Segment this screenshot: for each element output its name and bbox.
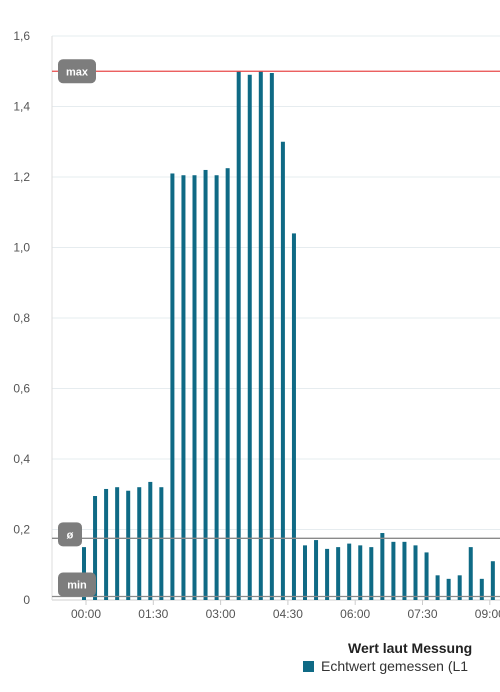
y-tick-label: 1,4 (13, 100, 30, 114)
bar (159, 487, 164, 600)
bar (457, 575, 462, 600)
bar (391, 541, 396, 600)
legend-item[interactable]: Echtwert gemessen (L1 (303, 658, 468, 674)
bar (258, 71, 263, 600)
bar (402, 541, 407, 600)
bar (203, 169, 208, 600)
y-tick-label: 0 (23, 593, 30, 607)
bar (170, 173, 175, 600)
y-tick-label: 0,4 (13, 452, 30, 466)
bar (225, 168, 230, 600)
x-tick-label: 06:00 (340, 607, 370, 621)
y-tick-label: 0,6 (13, 382, 30, 396)
bar (192, 175, 197, 601)
y-tick-label: 0,2 (13, 523, 30, 537)
y-axis-label: kWh (0, 306, 3, 330)
x-axis-ticks: 00:00 01:30 03:00 04:30 06:00 07:30 09:00 (71, 600, 500, 621)
bar (126, 490, 131, 600)
x-tick-label: 03:00 (206, 607, 236, 621)
bar (336, 547, 341, 600)
bar (490, 561, 495, 600)
x-tick-label: 04:30 (273, 607, 303, 621)
y-tick-label: 1,0 (13, 241, 30, 255)
bar (214, 175, 219, 601)
reference-badge (58, 59, 96, 84)
reference-badge (58, 522, 82, 547)
bar (435, 575, 440, 600)
y-tick-label: 1,6 (13, 29, 30, 43)
reference-label: min (67, 579, 87, 591)
bar (314, 540, 319, 600)
bar (446, 578, 451, 600)
reference-badge (58, 572, 96, 597)
bar (468, 547, 473, 600)
bar (137, 487, 142, 600)
bar (424, 552, 429, 600)
bar (181, 175, 186, 601)
legend-label: Echtwert gemessen (L1 (321, 658, 469, 674)
x-tick-label: 07:30 (407, 607, 437, 621)
bar (291, 233, 296, 600)
bar (115, 487, 120, 600)
bar (380, 533, 385, 600)
x-tick-label: 09:00 (475, 607, 500, 621)
bars (82, 71, 495, 601)
x-tick-label: 00:00 (71, 607, 101, 621)
y-axis-ticks: 0 0,2 0,4 0,6 0,8 1,0 1,2 1,4 1,6 (13, 29, 30, 607)
bar (236, 71, 241, 600)
bar (413, 545, 418, 600)
bar (303, 545, 307, 600)
reference-lines: max ø min (52, 59, 500, 598)
reference-label: ø (67, 529, 74, 541)
bar (280, 141, 285, 600)
y-axis-title: kWh (0, 306, 3, 330)
bar (247, 74, 252, 600)
legend-title: Wert laut Messung (348, 640, 473, 656)
bar (93, 496, 98, 600)
legend-swatch (303, 661, 314, 672)
bar (347, 543, 352, 600)
bar (269, 73, 274, 600)
grid-lines (51, 35, 500, 601)
bar (479, 578, 484, 600)
reference-label: max (66, 66, 89, 78)
bar (325, 548, 330, 600)
x-tick-label: 01:30 (138, 607, 168, 621)
bar (369, 547, 374, 600)
bar (104, 488, 109, 600)
y-tick-label: 1,2 (13, 170, 30, 184)
bar (148, 481, 153, 600)
y-tick-label: 0,8 (13, 311, 30, 325)
bar (358, 545, 363, 600)
